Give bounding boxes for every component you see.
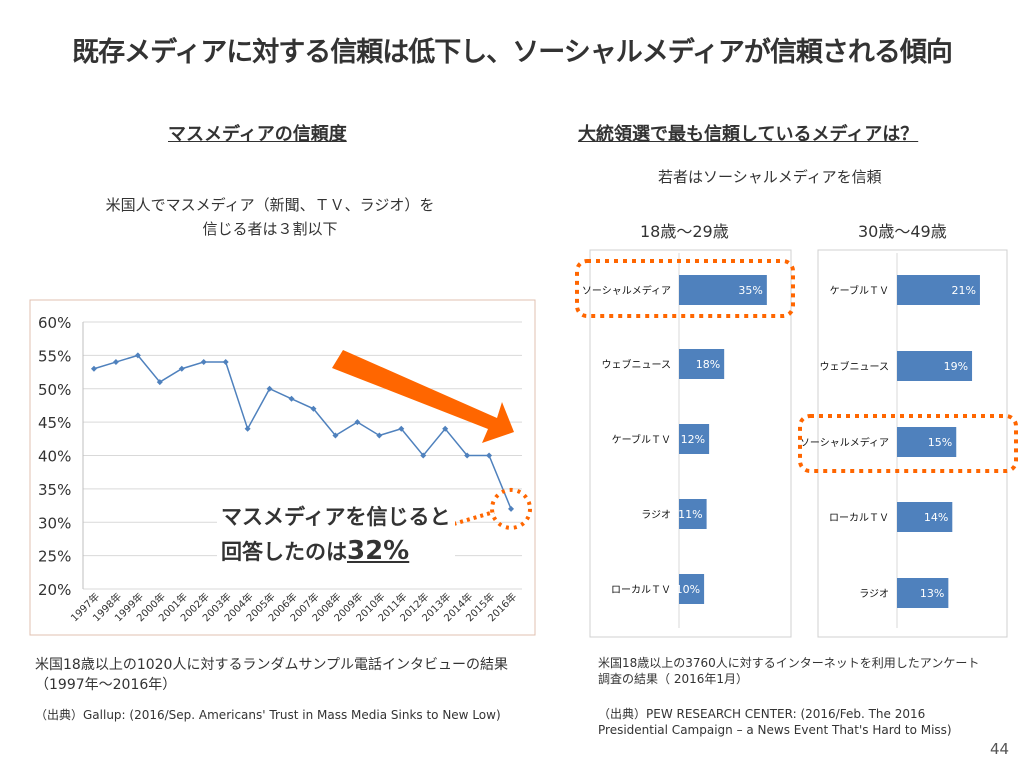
data-point [244,425,251,432]
highlight-box [798,414,1018,473]
highlight-box [575,259,795,318]
bar-category-label: ローカルＴＶ [611,584,671,596]
bar-category-label: ウェブニュース [602,358,672,371]
right-heading: 大統領選で最も信頼しているメディアは？ [578,124,919,145]
data-point [90,365,97,372]
data-point [310,405,317,412]
data-point [200,359,207,366]
data-point [420,452,427,459]
data-point [398,425,405,432]
data-point [266,385,273,392]
data-point [222,359,229,366]
bar-value-label: 14% [924,511,948,524]
y-tick-label: 30% [38,514,71,532]
bar-value-label: 12% [681,433,705,446]
bar-value-label: 13% [920,587,944,600]
bar-category-label: ラジオ [859,588,889,600]
data-point [464,452,471,459]
bar-value-label: 10% [676,583,700,596]
data-point [288,395,295,402]
data-point [178,365,185,372]
bar-value-label: 11% [678,508,702,521]
y-tick-label: 40% [38,448,71,466]
bar [679,499,707,529]
downtrend-arrow-icon [332,350,514,443]
bar [897,502,953,532]
callout: マスメディアを信じると 回答したのは32% [217,500,455,569]
right-subtitle: 若者はソーシャルメディアを信頼 [658,168,882,186]
right-source-line2: Presidential Campaign – a News Event Tha… [598,723,952,737]
bar [679,424,710,454]
data-point [508,505,515,512]
bar-category-label: ウェブニュース [820,360,890,373]
bar-category-label: ラジオ [641,509,671,521]
bar [897,275,980,305]
bar [897,427,957,457]
y-tick-label: 60% [38,314,71,332]
callout-line1: マスメディアを信じると [221,505,451,529]
bar-value-label: 21% [951,284,975,297]
right-source: （出典）PEW RESEARCH CENTER: (2016/Feb. The … [598,706,952,738]
group2-label: 30歳～49歳 [858,222,947,241]
bar-category-label: ソーシャルメディア [582,284,671,297]
right-note-line2: 調査の結果（ 2016年1月） [598,672,748,686]
y-tick-label: 45% [38,414,71,432]
bar-category-label: ケーブルＴＶ [830,284,889,297]
y-tick-label: 20% [38,581,71,599]
bar-chart-frame [817,249,1008,638]
data-point [332,432,339,439]
left-heading: マスメディアの信頼度 [168,124,347,145]
bar-category-label: ソーシャルメディア [800,436,889,449]
bar [679,349,725,379]
page-number: 44 [990,740,1010,758]
bar [679,275,767,305]
line-chart-frame [29,299,536,636]
data-point [354,419,361,426]
data-point [156,379,163,386]
group1-label: 18歳～29歳 [640,222,729,241]
bar-value-label: 35% [738,284,762,297]
left-subtitle-line1: 米国人でマスメディア（新聞、ＴＶ、ラジオ）を [105,196,435,214]
callout-line2: 回答したのは [221,540,347,564]
bar-value-label: 18% [696,358,720,371]
left-source: （出典）Gallup: (2016/Sep. Americans' Trust … [35,708,501,722]
bar [897,578,949,608]
y-tick-label: 55% [38,347,71,365]
right-note: 米国18歳以上の3760人に対するインターネットを利用したアンケート 調査の結果… [598,655,979,687]
callout-value: 32% [347,536,410,566]
y-tick-label: 35% [38,481,71,499]
y-tick-label: 50% [38,381,71,399]
right-source-line1: （出典）PEW RESEARCH CENTER: (2016/Feb. The … [598,707,926,721]
left-note-line2: （1997年～2016年） [35,677,177,693]
bar-value-label: 19% [944,360,968,373]
data-point [112,359,119,366]
left-note: 米国18歳以上の1020人に対するランダムサンプル電話インタビューの結果 （19… [35,655,508,695]
bar [897,351,973,381]
highlight-circle [490,487,533,530]
data-point [376,432,383,439]
data-point [134,352,141,359]
trust-line [93,354,512,510]
left-subtitle: 米国人でマスメディア（新聞、ＴＶ、ラジオ）を 信じる者は３割以下 [60,193,480,241]
bar-category-label: ローカルＴＶ [829,512,889,524]
data-point [442,425,449,432]
bar [679,574,705,604]
right-note-line1: 米国18歳以上の3760人に対するインターネットを利用したアンケート [598,656,980,670]
bar-category-label: ケーブルＴＶ [612,433,671,446]
data-point [486,452,493,459]
bar-value-label: 15% [928,436,952,449]
left-subtitle-line2: 信じる者は３割以下 [202,220,338,238]
slide-title: 既存メディアに対する信頼は低下し、ソーシャルメディアが信頼される傾向 [72,37,953,68]
left-note-line1: 米国18歳以上の1020人に対するランダムサンプル電話インタビューの結果 [35,657,509,673]
y-tick-label: 25% [38,548,71,566]
